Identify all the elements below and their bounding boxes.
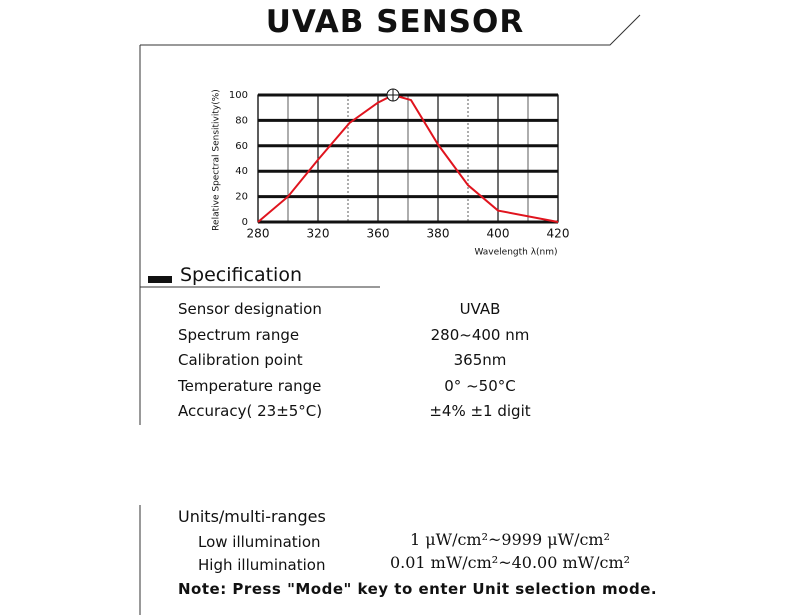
y-tick-label: 100 (229, 90, 248, 101)
y-tick-label: 0 (242, 217, 248, 228)
spec-label: Temperature range (178, 376, 322, 395)
spec-value: 365nm (453, 351, 507, 369)
section-heading: Units/multi-ranges (178, 507, 326, 526)
units-label: High illumination (198, 556, 326, 574)
spec-label: Calibration point (178, 351, 303, 369)
x-tick-label: 400 (487, 227, 510, 241)
x-axis-label: Wavelength λ(nm) (474, 248, 557, 258)
spec-label: Sensor designation (178, 300, 322, 318)
y-tick-label: 40 (235, 166, 248, 177)
y-tick-label: 20 (235, 192, 248, 203)
section-heading: Specification (180, 264, 302, 286)
units-value: 1 μW/cm²~9999 μW/cm² (409, 530, 611, 549)
x-tick-label: 360 (367, 227, 390, 241)
spec-value: 280~400 nm (430, 325, 530, 344)
y-tick-label: 60 (235, 141, 248, 152)
units-value: 0.01 mW/cm²~40.00 mW/cm² (389, 553, 631, 572)
spec-label: Accuracy( 23±5°C) (178, 402, 323, 420)
title-rule (140, 14, 641, 46)
spec-value: UVAB (459, 300, 501, 318)
peak-cross (387, 89, 399, 101)
units-label: Low illumination (198, 533, 321, 551)
x-tick-label: 280 (247, 227, 270, 241)
y-tick-label: 80 (235, 115, 248, 126)
section-bar (148, 276, 172, 283)
y-axis-label: Relative Spectral Sensitivity(%) (212, 89, 222, 231)
x-tick-label: 320 (307, 227, 330, 241)
title: UVAB SENSOR (265, 4, 525, 40)
spec-value: ±4% ±1 digit (429, 402, 531, 420)
spec-value: 0° ~50°C (444, 376, 516, 395)
x-tick-label: 420 (547, 227, 570, 241)
note: Note: Press "Mode" key to enter Unit sel… (178, 580, 658, 598)
x-tick-label: 380 (427, 227, 450, 241)
spec-label: Spectrum range (178, 325, 300, 344)
